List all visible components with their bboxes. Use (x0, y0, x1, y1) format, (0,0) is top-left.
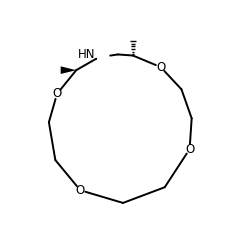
Text: O: O (76, 184, 85, 197)
Text: O: O (185, 143, 194, 156)
Text: O: O (52, 87, 62, 100)
Text: HN: HN (78, 48, 95, 61)
Text: O: O (156, 61, 165, 74)
Polygon shape (61, 66, 76, 74)
